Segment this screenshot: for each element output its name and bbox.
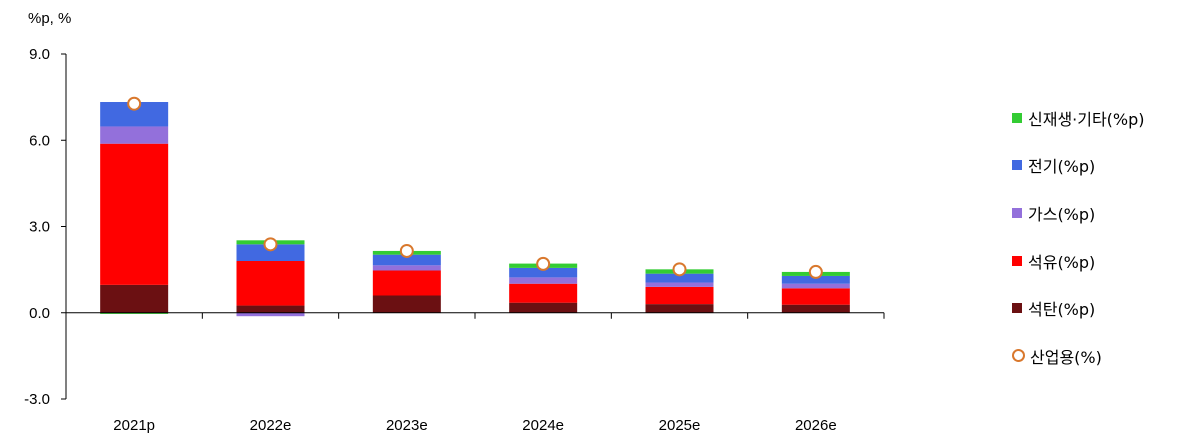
bars [100,102,850,317]
y-axis-ticks: 9.0 6.0 3.0 0.0 -3.0 [24,46,66,408]
legend-swatch [1012,303,1022,314]
bar-segment [100,126,169,144]
marker-point [672,262,687,277]
axes [65,54,885,399]
bar-segment [645,304,714,313]
x-tick-label: 2021p [113,417,155,434]
marker-point [536,256,551,271]
marker-point [263,237,278,252]
x-axis-labels: 2021p 2022e 2023e 2024e 2025e 2026e [113,417,836,434]
bar-segment [509,283,578,303]
bar-segment [781,283,850,289]
bar-segment [781,275,850,284]
legend-swatch [1012,255,1022,266]
y-tick-label: 6.0 [29,132,50,149]
bar-segment [509,267,578,278]
legend-swatch [1012,160,1022,171]
bar-segment [100,284,169,313]
bar-segment [509,277,578,284]
y-tick-label: -3.0 [24,391,50,408]
legend-label: 산업용(%) [1030,347,1102,367]
legend-item: 석유(%p) [1012,237,1145,285]
x-tick-label: 2022e [250,417,292,434]
y-axis-unit-label: %p, % [28,10,71,27]
bar-segment [781,304,850,313]
marker-point [127,96,142,111]
y-tick-label: 0.0 [29,305,50,322]
bar-segment [236,244,305,261]
legend: 신재생·기타(%p) 전기(%p) 가스(%p) 석유(%p) 석탄(%p) 산업용(%) [1012,94,1145,380]
markers [127,96,823,279]
bar-segment [645,282,714,287]
x-tick-label: 2026e [795,417,837,434]
legend-item: 산업용(%) [1012,332,1145,380]
bar-segment [372,270,441,296]
legend-label: 가스(%p) [1028,204,1096,224]
legend-label: 석탄(%p) [1028,300,1096,320]
bar-segment [372,265,441,271]
bar-segment [372,295,441,313]
legend-label: 신재생·기타(%p) [1028,109,1145,129]
y-tick-label: 3.0 [29,219,50,236]
bar-segment [645,273,714,283]
marker-point [399,243,414,258]
legend-item: 석탄(%p) [1012,284,1145,332]
legend-swatch [1012,112,1022,123]
legend-item: 전기(%p) [1012,142,1145,190]
legend-label: 전기(%p) [1028,157,1096,177]
legend-item: 가스(%p) [1012,189,1145,237]
legend-item: 신재생·기타(%p) [1012,94,1145,142]
bar-segment [100,143,169,285]
bar-segment [236,261,305,306]
bar-segment [645,286,714,305]
legend-swatch [1012,207,1022,218]
y-tick-label: 9.0 [29,46,50,63]
x-tick-label: 2024e [522,417,564,434]
bar-segment [372,254,441,266]
x-tick-label: 2025e [659,417,701,434]
bar-segment [100,312,169,314]
bar-segment [509,302,578,313]
legend-label: 석유(%p) [1028,252,1096,272]
x-tick-label: 2023e [386,417,428,434]
legend-marker [1012,349,1025,363]
marker-point [808,264,823,279]
bar-segment [236,312,305,317]
bar-segment [781,288,850,305]
bar-segment [236,305,305,313]
